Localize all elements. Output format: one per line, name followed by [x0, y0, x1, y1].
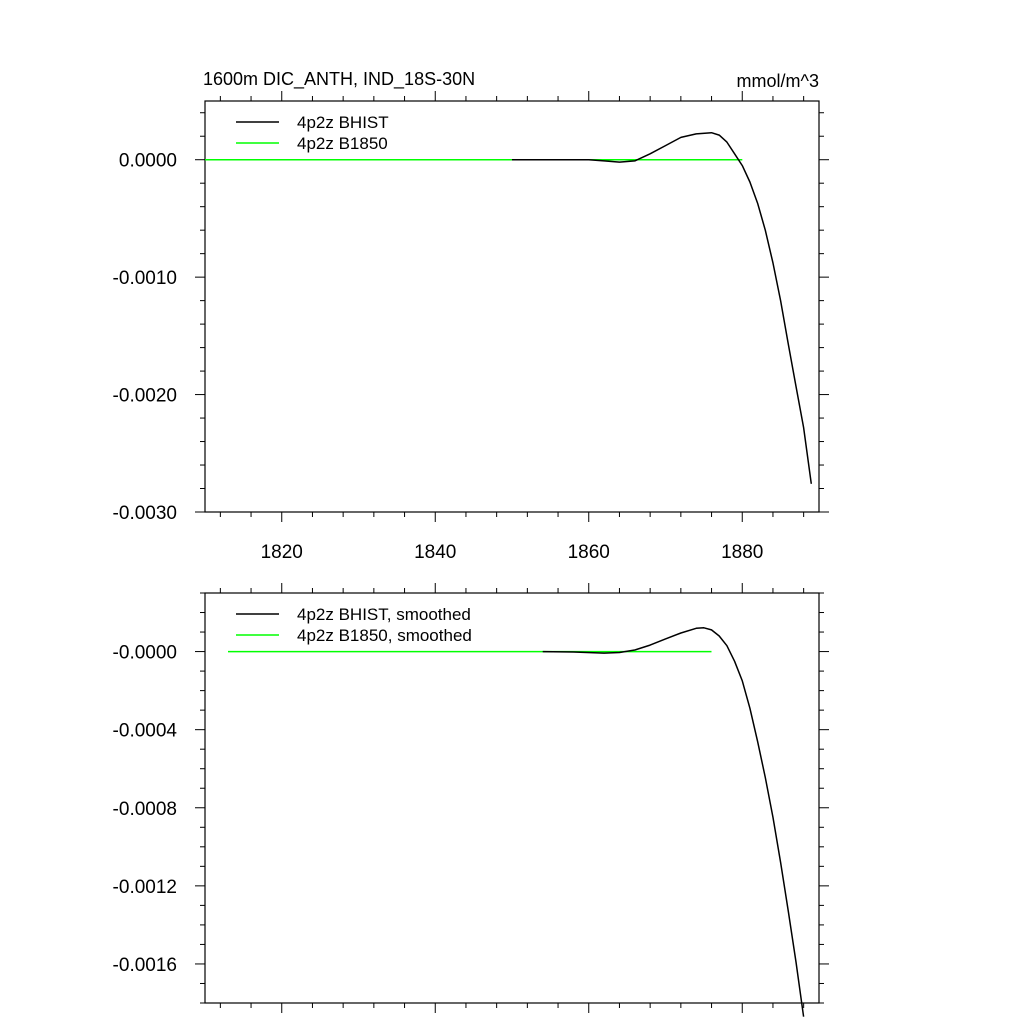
plot-frame: [204, 592, 820, 1004]
y-tick-label: -0.0030: [113, 503, 177, 524]
y-tick-label: -0.0020: [113, 386, 177, 407]
legend-label: 4p2z B1850: [297, 134, 388, 153]
y-tick-label: -0.0016: [113, 955, 177, 976]
y-tick-label: -0.0010: [113, 268, 177, 289]
y-tick-label: -0.0000: [113, 643, 177, 664]
units-label: mmol/m^3: [737, 71, 819, 91]
chart-panel-top: 1820 1840 1860 1880 0.0000 -0.0010 -0.0020 -0.0…: [113, 69, 829, 563]
legend-label: 4p2z BHIST, smoothed: [297, 605, 471, 624]
x-tick-label: 1860: [568, 542, 610, 563]
plot-frame: [204, 100, 820, 513]
x-tick-label: 1880: [721, 542, 763, 563]
x-tick-label: 1820: [261, 542, 303, 563]
legend-label: 4p2z B1850, smoothed: [297, 626, 472, 645]
chart-panel-bottom: -0.0000 -0.0004 -0.0008 -0.0012 -0.0016 4p2z …: [113, 583, 829, 1017]
y-tick-label: -0.0004: [113, 721, 178, 742]
legend-label: 4p2z BHIST: [297, 113, 389, 132]
chart-title: 1600m DIC_ANTH, IND_18S-30N: [203, 69, 475, 90]
y-tick-label: -0.0012: [113, 877, 177, 898]
y-tick-label: 0.0000: [119, 151, 177, 172]
series-line-0: [512, 131, 813, 484]
series-line-0: [542, 627, 805, 1017]
y-tick-label: -0.0008: [113, 799, 177, 820]
x-tick-label: 1840: [414, 542, 456, 563]
